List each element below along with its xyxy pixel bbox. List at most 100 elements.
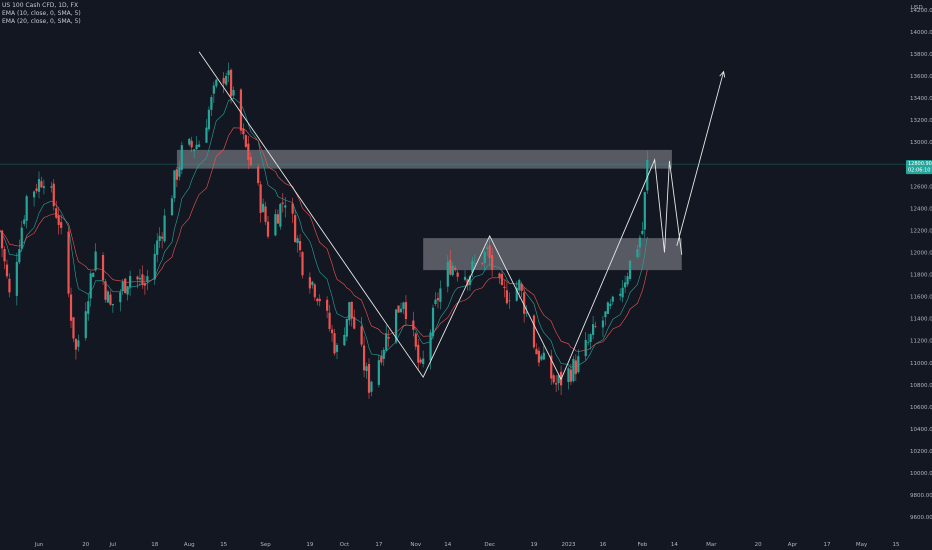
projection-arrow[interactable]: [676, 71, 725, 246]
candle: [119, 288, 122, 312]
candle: [619, 288, 622, 301]
x-tick-label: Apr: [788, 542, 798, 548]
candle-body: [621, 287, 624, 298]
candle-body: [577, 356, 580, 373]
candle: [94, 243, 97, 272]
candle-body: [567, 368, 570, 383]
candle: [57, 207, 60, 235]
candle-body: [505, 290, 509, 304]
candle-body: [15, 261, 18, 296]
candle: [569, 363, 573, 386]
supply-demand-zone[interactable]: [423, 238, 682, 271]
candle: [350, 301, 353, 327]
candle-body: [264, 206, 267, 222]
candle-body: [542, 352, 545, 360]
x-tick-label: 16: [599, 542, 606, 548]
candle: [197, 140, 201, 148]
candle-body: [422, 358, 425, 365]
candle: [515, 281, 518, 302]
candle: [296, 235, 299, 253]
y-tick-label: 11400.00: [910, 317, 932, 323]
candle-body: [454, 267, 457, 271]
candle: [84, 302, 87, 341]
y-tick-label: 10000.00: [910, 471, 932, 477]
candle-body: [87, 301, 90, 314]
candle: [641, 221, 644, 236]
candle: [101, 252, 105, 286]
trend-drawing[interactable]: [198, 51, 683, 381]
candle-body: [52, 183, 55, 207]
candle: [387, 329, 390, 348]
candle: [161, 232, 164, 249]
candle: [257, 164, 260, 186]
candle: [0, 229, 4, 258]
candle: [557, 374, 560, 391]
candle-body: [515, 287, 518, 301]
candle-body: [141, 274, 144, 285]
candle-body: [348, 302, 351, 321]
candle: [156, 233, 159, 263]
candle-body: [333, 333, 336, 354]
candle-body: [37, 179, 41, 192]
candle-body: [207, 109, 211, 130]
candle-body: [574, 360, 577, 374]
candle-body: [636, 249, 639, 258]
candle-body: [350, 301, 353, 319]
candle-body: [486, 247, 489, 250]
candle-body: [491, 255, 494, 270]
candle-body: [414, 333, 417, 347]
candle: [129, 270, 132, 297]
candle: [193, 148, 196, 159]
y-tick-label: 10800.00: [910, 383, 932, 389]
candle: [266, 216, 270, 239]
candle: [483, 249, 486, 271]
candle: [104, 279, 107, 303]
candle: [74, 338, 78, 360]
candle-body: [111, 304, 114, 306]
candle-body: [212, 85, 215, 94]
candle: [537, 347, 541, 367]
candle: [417, 339, 420, 371]
candle-body: [473, 263, 476, 264]
candle-body: [624, 282, 627, 288]
candle-body: [451, 265, 454, 276]
candle: [365, 362, 368, 379]
legend-symbol: US 100 Cash CFD, 1D, FX: [2, 2, 79, 9]
candle-body: [197, 144, 201, 147]
candle: [37, 171, 41, 199]
candle-body: [643, 192, 646, 230]
x-tick-label: 2023: [561, 542, 575, 548]
x-tick-label: 17: [824, 542, 831, 548]
candle: [626, 272, 629, 287]
candle: [212, 81, 215, 104]
candle-body: [178, 167, 181, 177]
candle: [262, 198, 265, 213]
candle: [20, 220, 23, 252]
candle-body: [402, 302, 405, 309]
candle: [40, 176, 43, 189]
candle: [178, 161, 181, 181]
x-tick-label: 20: [755, 542, 762, 548]
last-price-label: 12800.90: [908, 161, 932, 167]
candle: [328, 304, 331, 332]
candle-body: [50, 186, 53, 188]
candle: [279, 202, 282, 230]
candle-body: [84, 311, 87, 339]
y-tick-label: 13800.00: [910, 52, 932, 58]
candle: [353, 309, 356, 330]
candle: [92, 272, 95, 278]
candle: [412, 311, 415, 337]
candle: [370, 380, 373, 397]
candle: [491, 247, 494, 277]
candle: [540, 354, 543, 362]
candle: [377, 355, 380, 388]
candle-body: [0, 230, 4, 249]
candle: [431, 304, 435, 340]
candle: [362, 336, 366, 378]
candle-body: [55, 208, 58, 218]
candle: [153, 244, 156, 285]
x-tick-label: 19: [306, 542, 313, 548]
candle-body: [367, 363, 371, 393]
